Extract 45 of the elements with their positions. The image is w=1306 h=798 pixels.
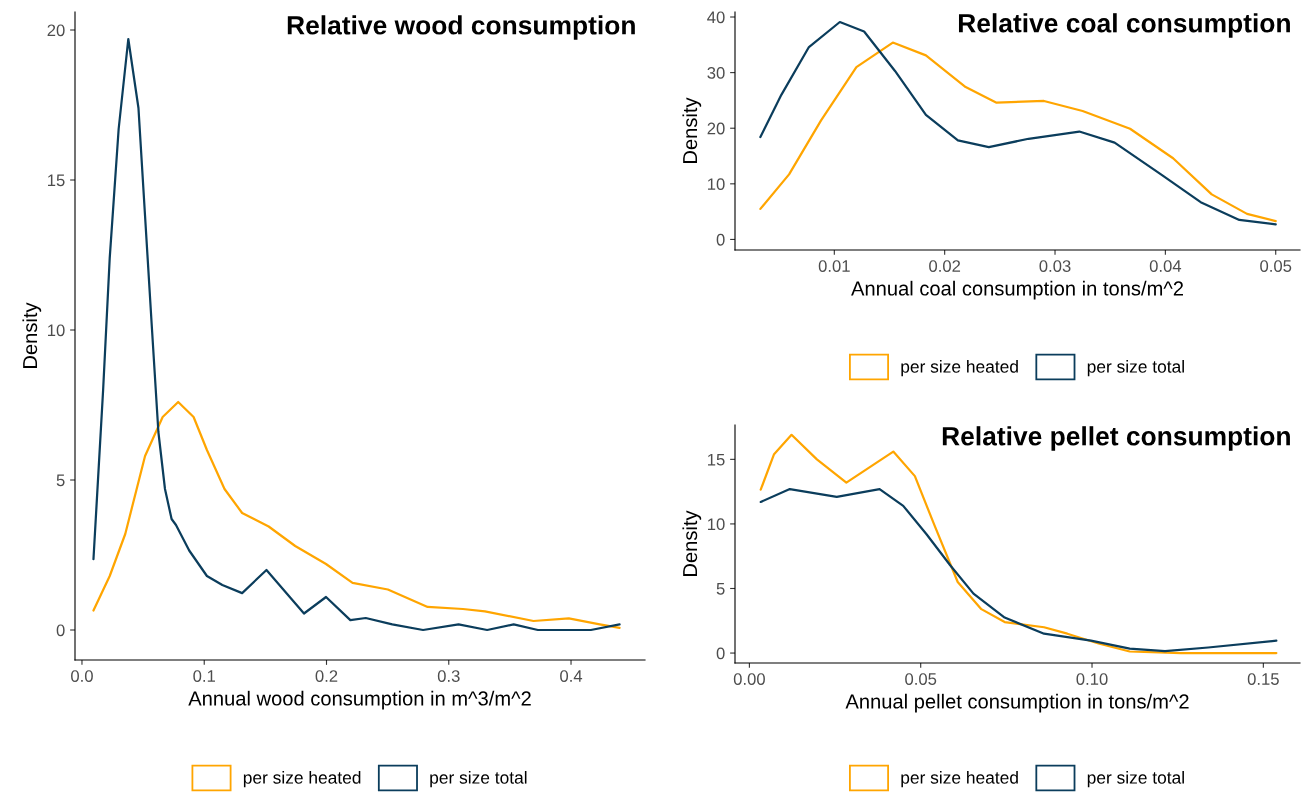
- legend-label: per size total: [430, 771, 527, 788]
- y-tick-label: 40: [707, 11, 725, 24]
- x-tick-label: 0.05: [1260, 260, 1292, 272]
- y-tick-label: 15: [48, 174, 65, 187]
- chart-title: Relative pellet consumption: [942, 426, 1290, 451]
- x-tick-label: 0.3: [437, 670, 460, 682]
- y-tick-label: 30: [707, 67, 725, 79]
- y-axis-title: Density: [682, 510, 702, 576]
- y-tick-label: 15: [708, 453, 725, 466]
- y-axis-title: Density: [22, 302, 42, 368]
- legend-label: per size total: [1087, 360, 1184, 377]
- y-tick-label: 10: [708, 178, 725, 191]
- x-tick-label: 0.02: [929, 260, 961, 272]
- x-tick-label: 0.15: [1247, 673, 1279, 685]
- x-tick-label: 0.01: [818, 260, 850, 272]
- y-tick-label: 10: [708, 518, 725, 531]
- legend-label: per size total: [1087, 771, 1184, 788]
- x-tick-label: 0.2: [315, 670, 338, 682]
- x-tick-label: 0.0: [71, 670, 93, 682]
- y-tick-label: 10: [48, 324, 65, 337]
- x-tick-label: 0.1: [193, 670, 216, 682]
- legend-label: per size heated: [901, 360, 1018, 377]
- chart-title: Relative coal consumption: [958, 13, 1290, 38]
- y-tick-label: 5: [56, 474, 65, 487]
- x-tick-label: 0.05: [905, 673, 937, 685]
- y-tick-label: 0: [716, 233, 725, 246]
- x-tick-label: 0.00: [733, 673, 765, 685]
- x-tick-label: 0.04: [1149, 260, 1182, 272]
- line-series: [759, 487, 1278, 653]
- line-series: [92, 400, 621, 630]
- y-tick-label: 0: [716, 647, 725, 660]
- x-axis-title: Annual pellet consumption in tons/m^2: [845, 693, 1189, 713]
- chart-title: Relative wood consumption: [287, 15, 635, 40]
- legend-label: per size heated: [243, 771, 361, 788]
- x-tick-label: 0.10: [1076, 673, 1108, 685]
- y-tick-label: 20: [707, 122, 725, 135]
- x-tick-label: 0.4: [560, 670, 583, 682]
- y-tick-label: 20: [47, 24, 65, 37]
- x-axis-title: Annual coal consumption in tons/m^2: [851, 280, 1183, 300]
- x-tick-label: 0.03: [1039, 260, 1071, 272]
- y-axis-title: Density: [682, 97, 702, 163]
- y-tick-label: 5: [716, 583, 725, 595]
- y-tick-label: 0: [56, 624, 65, 637]
- legend-label: per size heated: [901, 771, 1018, 788]
- x-axis-title: Annual wood consumption in m^3/m^2: [188, 690, 531, 710]
